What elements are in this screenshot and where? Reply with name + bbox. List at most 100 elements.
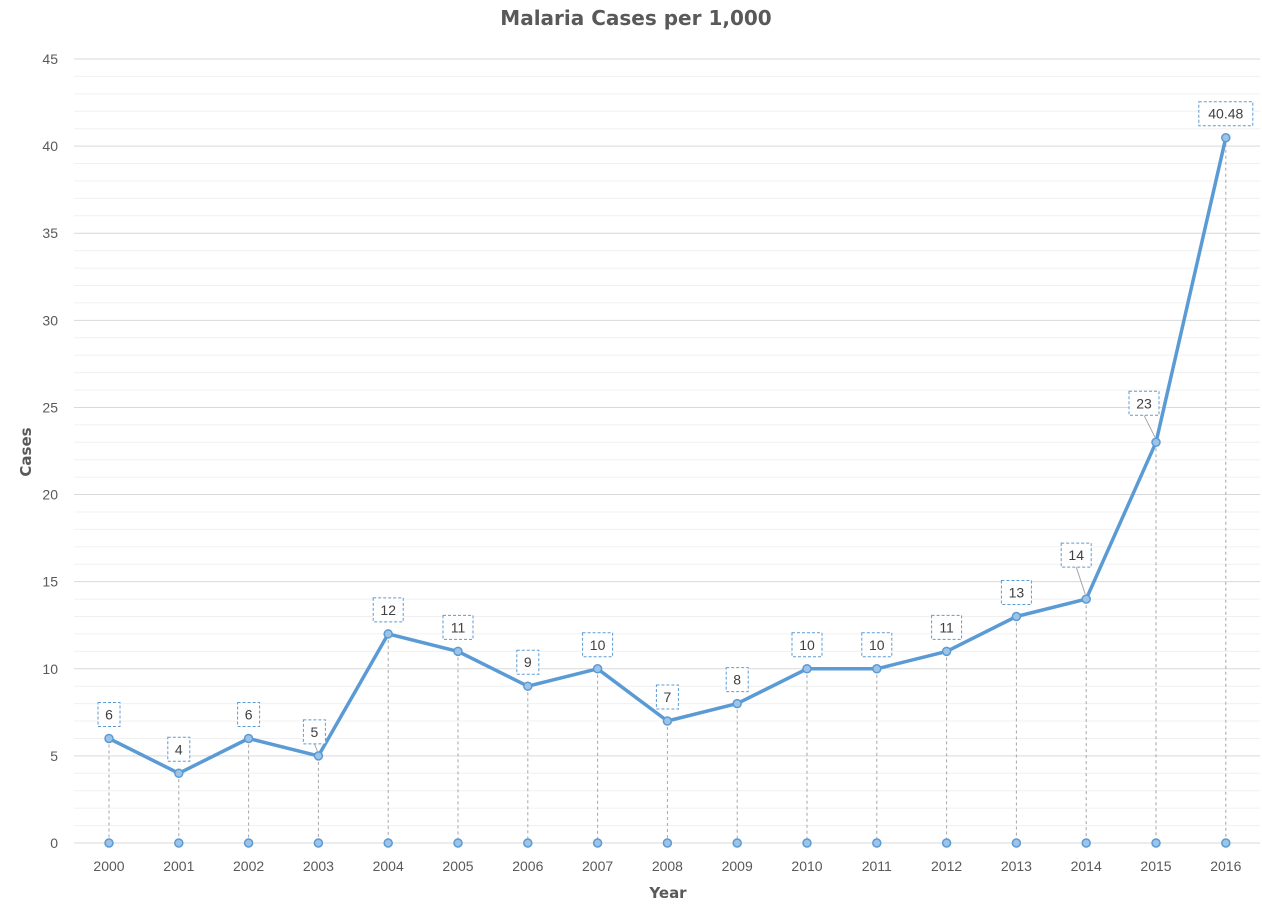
y-tick-label: 25 bbox=[42, 399, 58, 415]
data-point-marker bbox=[941, 646, 952, 657]
baseline-marker bbox=[243, 838, 254, 848]
x-tick-label: 2004 bbox=[373, 858, 404, 874]
data-label: 14 bbox=[1068, 547, 1084, 563]
x-tick-label: 2015 bbox=[1140, 858, 1171, 874]
data-label: 23 bbox=[1136, 395, 1152, 411]
data-point-marker bbox=[592, 664, 603, 674]
data-point-marker bbox=[1221, 132, 1231, 143]
baseline-marker bbox=[802, 838, 812, 848]
data-point-marker bbox=[1081, 594, 1091, 604]
data-label: 11 bbox=[939, 619, 954, 635]
data-label: 8 bbox=[733, 672, 741, 688]
data-point-marker bbox=[802, 664, 812, 674]
data-label: 13 bbox=[1009, 585, 1025, 601]
data-label-box bbox=[442, 614, 474, 640]
label-leader-lines bbox=[313, 415, 1156, 752]
data-label: 7 bbox=[664, 689, 672, 705]
y-tick-label: 15 bbox=[42, 574, 58, 590]
baseline-marker bbox=[1151, 838, 1161, 848]
data-point-marker bbox=[243, 733, 254, 744]
label-leader-line bbox=[1075, 566, 1086, 595]
data-label-box bbox=[97, 701, 121, 727]
data-point-markers bbox=[104, 132, 1231, 779]
x-tick-label: 2003 bbox=[303, 858, 334, 874]
x-tick-label: 2007 bbox=[582, 858, 613, 874]
baseline-marker bbox=[872, 838, 882, 848]
data-label-box bbox=[1128, 390, 1160, 416]
data-label: 5 bbox=[311, 724, 319, 740]
x-tick-label: 2012 bbox=[931, 858, 962, 874]
baseline-marker bbox=[1011, 838, 1022, 848]
baseline-marker bbox=[174, 838, 184, 848]
data-point-marker bbox=[732, 698, 742, 709]
data-label-box bbox=[516, 649, 540, 675]
data-label-box bbox=[582, 632, 614, 658]
chart-title: Malaria Cases per 1,000 bbox=[500, 6, 771, 30]
data-point-marker bbox=[104, 733, 114, 744]
y-axis-title: Cases bbox=[17, 427, 35, 476]
baseline-marker bbox=[1081, 838, 1091, 848]
data-point-marker bbox=[1011, 611, 1022, 622]
data-label-box bbox=[167, 736, 191, 762]
label-leader-line bbox=[1143, 415, 1156, 438]
data-label-box bbox=[725, 667, 749, 693]
x-tick-label: 2009 bbox=[722, 858, 753, 874]
data-label: 10 bbox=[590, 637, 606, 653]
data-label-box bbox=[791, 632, 823, 658]
baseline-marker bbox=[523, 838, 533, 848]
x-tick-label: 2002 bbox=[233, 858, 264, 874]
data-label: 11 bbox=[451, 619, 466, 635]
x-tick-label: 2016 bbox=[1210, 858, 1241, 874]
baseline-marker bbox=[453, 838, 463, 848]
data-label-box bbox=[1198, 101, 1254, 127]
data-label: 9 bbox=[524, 654, 532, 670]
data-label: 10 bbox=[869, 637, 885, 653]
drop-lines bbox=[108, 137, 1227, 843]
data-point-marker bbox=[453, 646, 463, 657]
x-tick-label: 2008 bbox=[652, 858, 683, 874]
y-tick-label: 0 bbox=[50, 835, 58, 851]
y-tick-label: 5 bbox=[50, 748, 58, 764]
label-leader-line bbox=[313, 743, 318, 752]
data-label: 12 bbox=[380, 602, 396, 618]
data-label-box bbox=[655, 684, 679, 710]
x-axis-title: Year bbox=[648, 884, 687, 902]
data-label-box bbox=[1000, 580, 1032, 606]
data-label: 6 bbox=[245, 706, 253, 722]
y-tick-label: 35 bbox=[42, 225, 58, 241]
x-tick-label: 2005 bbox=[442, 858, 473, 874]
y-tick-label: 30 bbox=[42, 312, 58, 328]
data-point-marker bbox=[313, 751, 324, 761]
data-label-box bbox=[861, 632, 893, 658]
data-point-marker bbox=[523, 681, 533, 691]
data-label-box bbox=[931, 614, 963, 640]
baseline-marker bbox=[383, 838, 393, 848]
data-label-box bbox=[1060, 542, 1092, 568]
baseline-marker bbox=[941, 838, 952, 848]
x-tick-label: 2006 bbox=[512, 858, 543, 874]
data-labels: 6 4 6 5 12 11 9 10 7 8 10 10 11 13 14 23 40.48 bbox=[97, 101, 1254, 762]
data-point-marker bbox=[662, 716, 673, 726]
y-tick-label: 10 bbox=[42, 661, 58, 677]
x-tick-label: 2010 bbox=[791, 858, 822, 874]
x-tick-label: 2000 bbox=[93, 858, 124, 874]
x-tick-label: 2013 bbox=[1001, 858, 1032, 874]
data-label-box bbox=[302, 719, 326, 745]
data-label: 40.48 bbox=[1208, 106, 1243, 122]
data-point-marker bbox=[872, 664, 882, 674]
baseline-marker bbox=[313, 838, 324, 848]
y-tick-label: 20 bbox=[42, 487, 58, 503]
data-point-marker bbox=[1151, 437, 1161, 448]
baseline-marker bbox=[662, 838, 673, 848]
data-point-marker bbox=[174, 768, 184, 779]
data-label-box bbox=[237, 701, 261, 727]
baseline-marker bbox=[1221, 838, 1231, 848]
baseline-marker bbox=[592, 838, 603, 848]
baseline-marker bbox=[104, 838, 114, 848]
data-label-box bbox=[372, 597, 404, 623]
data-point-marker bbox=[383, 629, 393, 639]
x-tick-label: 2001 bbox=[163, 858, 194, 874]
y-tick-label: 40 bbox=[42, 138, 58, 154]
baseline-marker bbox=[732, 838, 742, 848]
